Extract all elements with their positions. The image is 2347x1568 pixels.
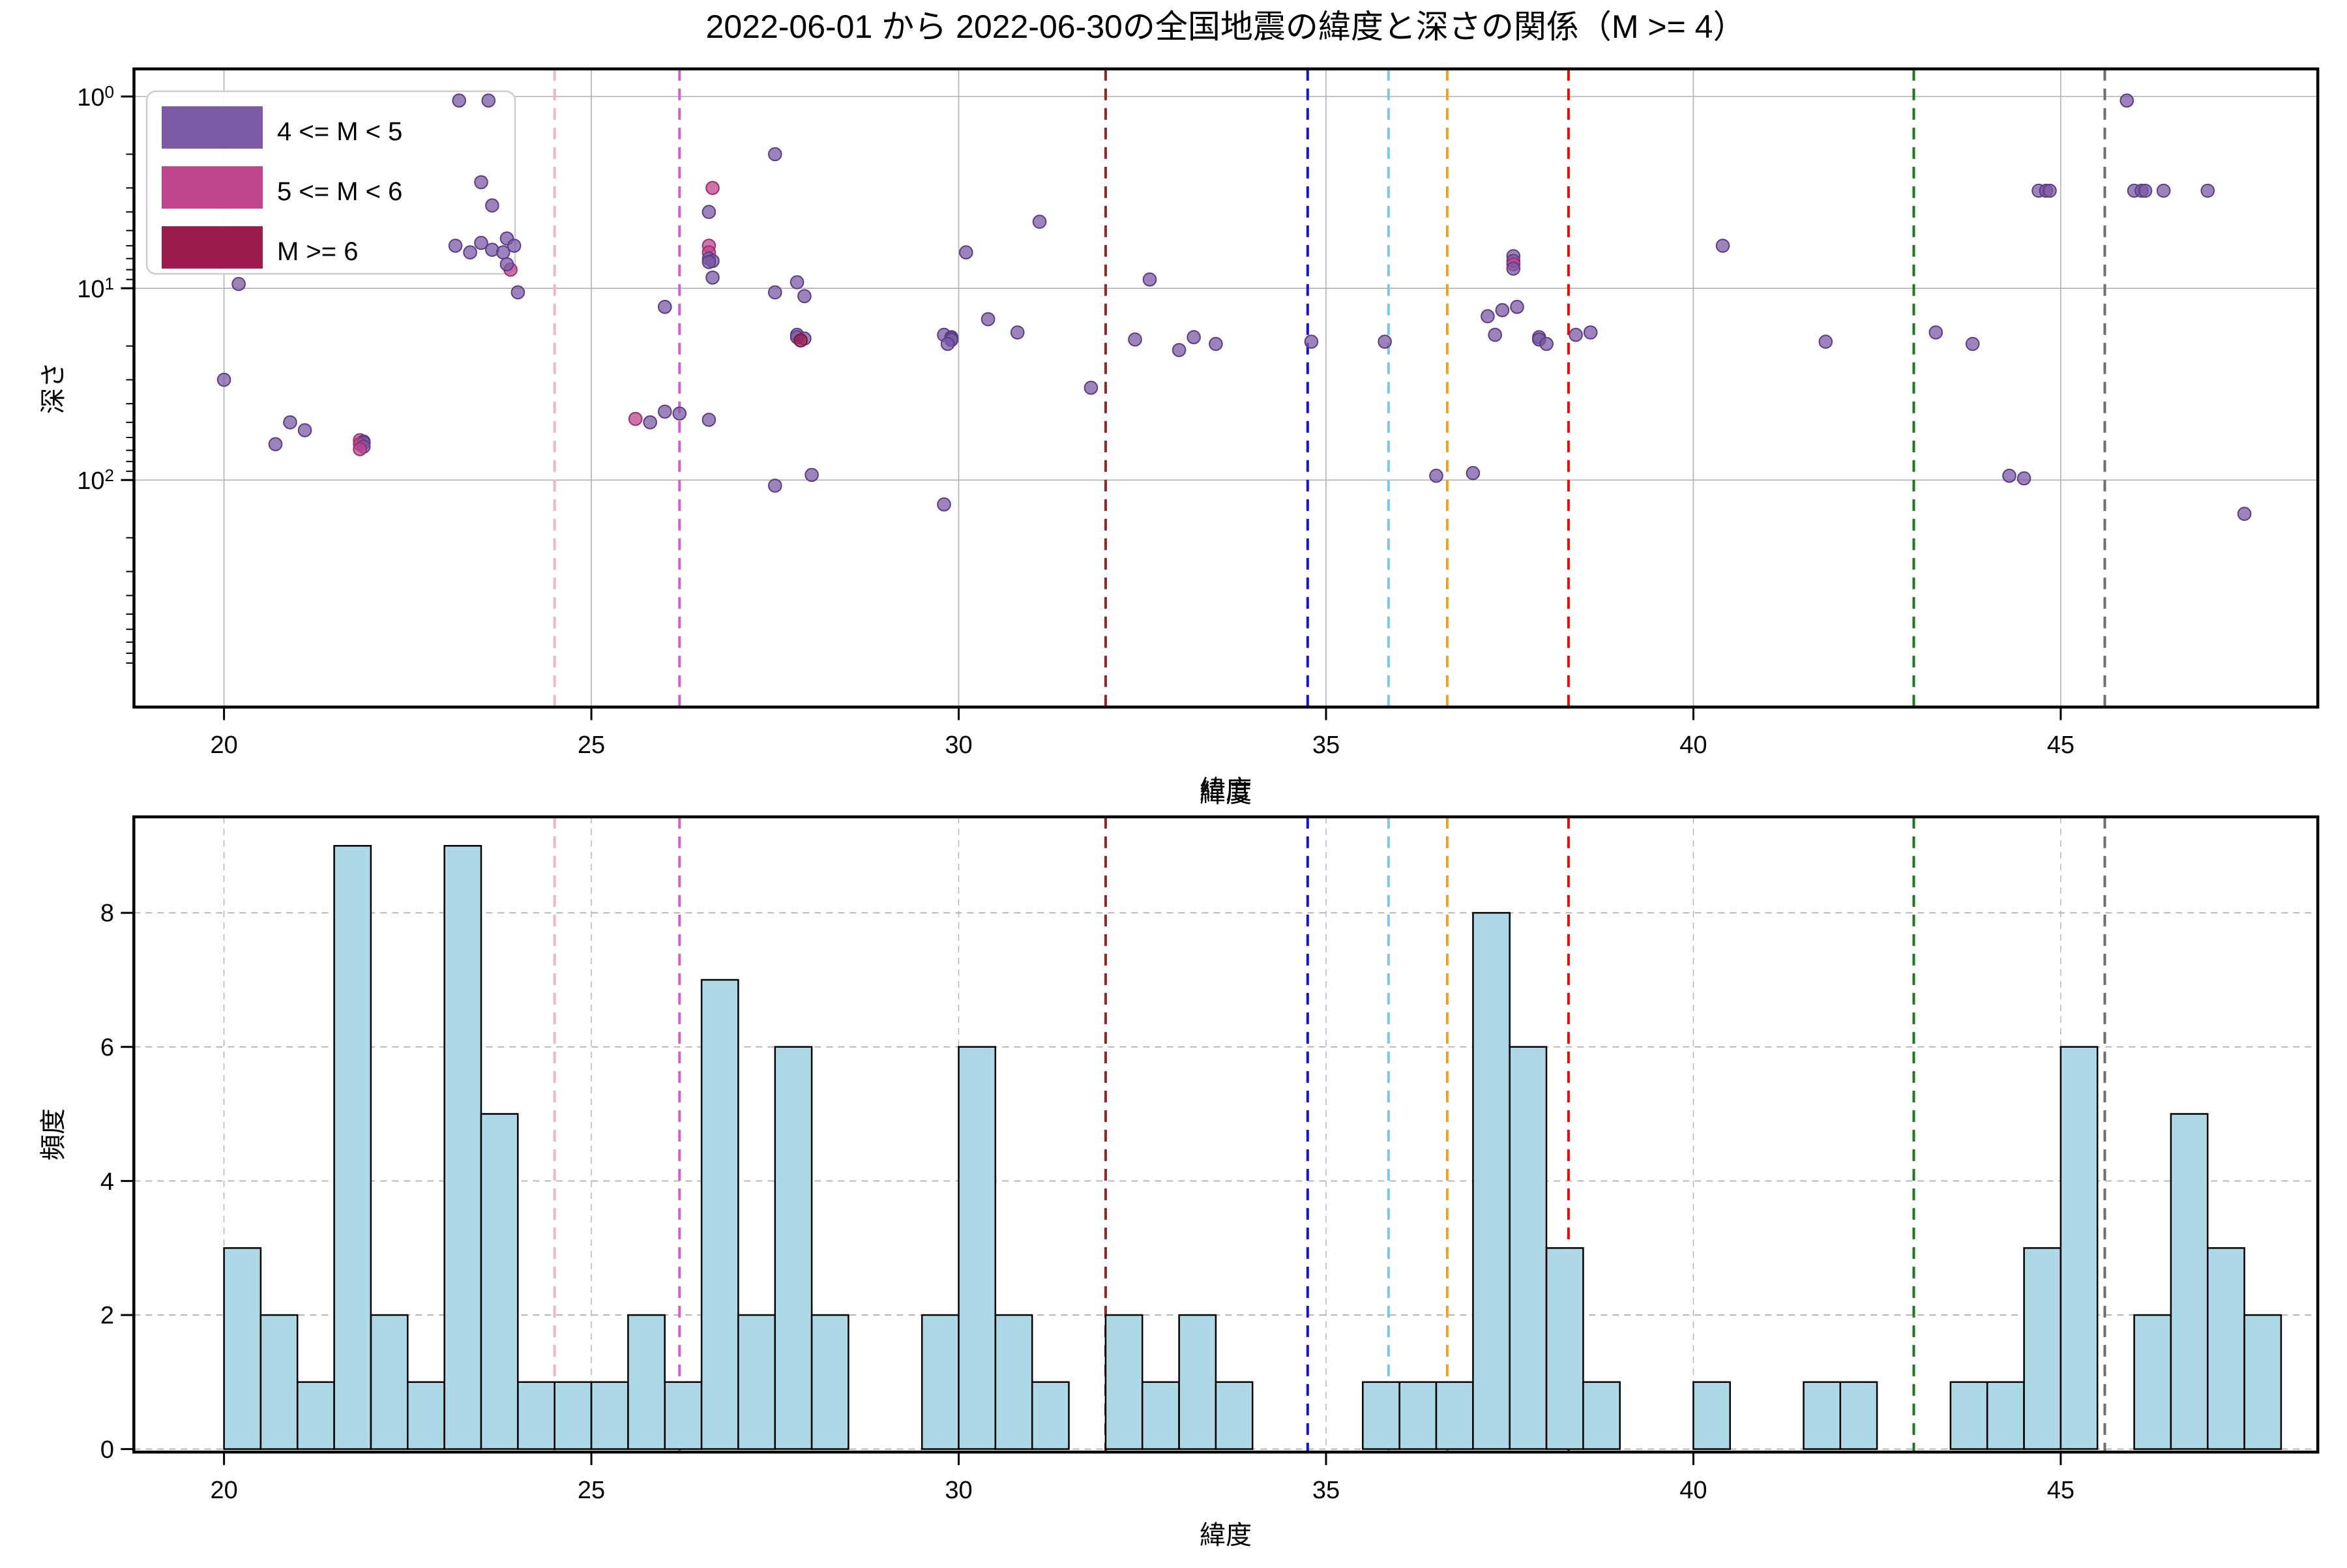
svg-text:0: 0 <box>100 1436 114 1464</box>
svg-text:緯度: 緯度 <box>1200 1521 1252 1550</box>
svg-text:20: 20 <box>210 732 237 759</box>
svg-text:5 <= M < 6: 5 <= M < 6 <box>277 177 402 206</box>
svg-text:35: 35 <box>1312 732 1340 759</box>
svg-text:6: 6 <box>100 1034 114 1061</box>
svg-text:20: 20 <box>210 1477 237 1504</box>
svg-text:緯度: 緯度 <box>1200 779 1252 808</box>
svg-text:40: 40 <box>1679 1477 1707 1504</box>
svg-text:45: 45 <box>2047 732 2074 759</box>
svg-text:4 <= M < 5: 4 <= M < 5 <box>277 117 402 146</box>
svg-text:頻度: 頻度 <box>39 1108 68 1161</box>
svg-text:30: 30 <box>945 1477 972 1504</box>
svg-text:深さ: 深さ <box>39 362 68 414</box>
svg-text:25: 25 <box>578 732 605 759</box>
svg-text:8: 8 <box>100 900 114 927</box>
svg-text:25: 25 <box>578 1477 605 1504</box>
svg-text:35: 35 <box>1312 1477 1340 1504</box>
svg-text:40: 40 <box>1679 732 1707 759</box>
svg-text:2: 2 <box>100 1302 114 1329</box>
svg-text:4: 4 <box>100 1168 114 1196</box>
svg-text:2022-06-01 から 2022-06-30の全国地震の: 2022-06-01 から 2022-06-30の全国地震の緯度と深さの関係（M… <box>706 8 1746 45</box>
svg-text:45: 45 <box>2047 1477 2074 1504</box>
svg-text:M >= 6: M >= 6 <box>277 237 359 266</box>
svg-text:30: 30 <box>945 732 972 759</box>
